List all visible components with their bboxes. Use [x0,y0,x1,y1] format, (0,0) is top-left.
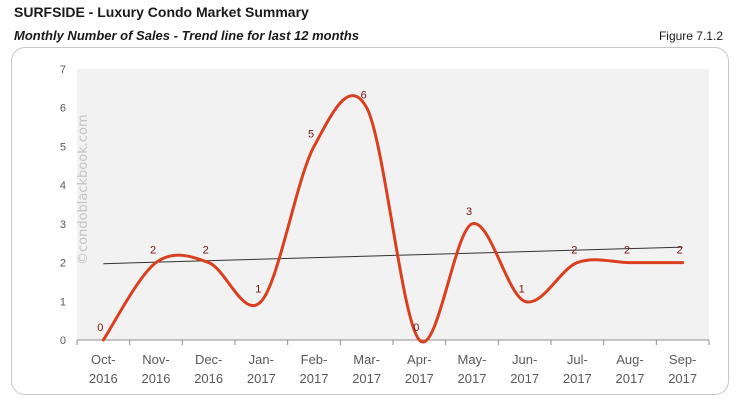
data-label: 0 [413,322,419,334]
x-tick-label: Nov-2016 [142,352,171,386]
watermark: ©condoblackbook.com [76,114,91,265]
y-tick-label: 6 [60,103,66,115]
x-tick-label: Jul-2017 [563,352,592,386]
x-axis: Oct-2016 Nov-2016 Dec-2016 Jan-2017 Feb-2017… [76,339,710,386]
plot-area [77,69,709,340]
chart-frame [11,47,729,395]
x-tick-label: Dec-2016 [194,352,223,386]
y-tick-label: 5 [60,141,66,153]
y-tick-label: 0 [60,335,66,347]
x-tick-label: Oct-2016 [89,352,118,386]
data-label: 2 [624,245,630,257]
data-label: 6 [361,90,367,102]
data-labels: 0 2 2 1 5 6 0 3 1 2 2 2 [97,90,682,334]
chart-subtitle: Monthly Number of Sales - Trend line for… [14,28,360,43]
data-label: 2 [150,245,156,257]
data-label: 3 [466,206,472,218]
x-tick-label: Feb-2017 [300,352,329,386]
figure-label: Figure 7.1.2 [658,29,723,43]
x-tick-label: Apr-2017 [405,352,434,386]
y-tick-label: 1 [60,296,66,308]
chart-title: SURFSIDE - Luxury Condo Market Summary [14,4,309,20]
data-label: 0 [97,322,103,334]
y-axis: 0 1 2 3 4 5 6 7 [60,64,66,347]
x-tick-label: Jan-2017 [247,352,276,386]
data-label: 1 [519,283,525,295]
x-tick-label: Aug-2017 [616,352,645,386]
data-label: 2 [571,245,577,257]
x-tick-label: Mar-2017 [352,352,381,386]
y-tick-label: 3 [60,219,66,231]
data-label: 1 [255,283,261,295]
x-tick-label: May-2017 [458,352,487,386]
x-tick-label: Jun-2017 [510,352,539,386]
x-tick-label: Sep-2017 [668,352,697,386]
y-tick-label: 2 [60,258,66,270]
data-label: 5 [308,128,314,140]
sales-series-line [101,94,685,344]
data-label: 2 [677,245,683,257]
y-tick-label: 7 [60,64,66,76]
data-label: 2 [203,245,209,257]
y-tick-label: 4 [60,180,66,192]
